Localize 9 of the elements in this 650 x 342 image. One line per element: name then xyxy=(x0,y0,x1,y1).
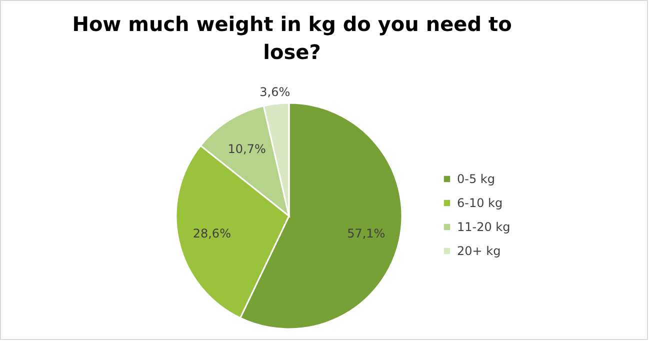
data-label: 57,1% xyxy=(347,226,386,240)
legend-label: 20+ kg xyxy=(457,244,501,258)
data-label: 3,6% xyxy=(260,84,290,99)
data-label: 10,7% xyxy=(228,142,266,156)
legend-label: 6-10 kg xyxy=(457,196,503,210)
legend-label: 0-5 kg xyxy=(457,172,495,186)
legend-label: 11-20 kg xyxy=(457,220,510,234)
data-label: 28,6% xyxy=(192,226,231,241)
chart-title: How much weight in kg do you need to lose? xyxy=(72,12,512,64)
